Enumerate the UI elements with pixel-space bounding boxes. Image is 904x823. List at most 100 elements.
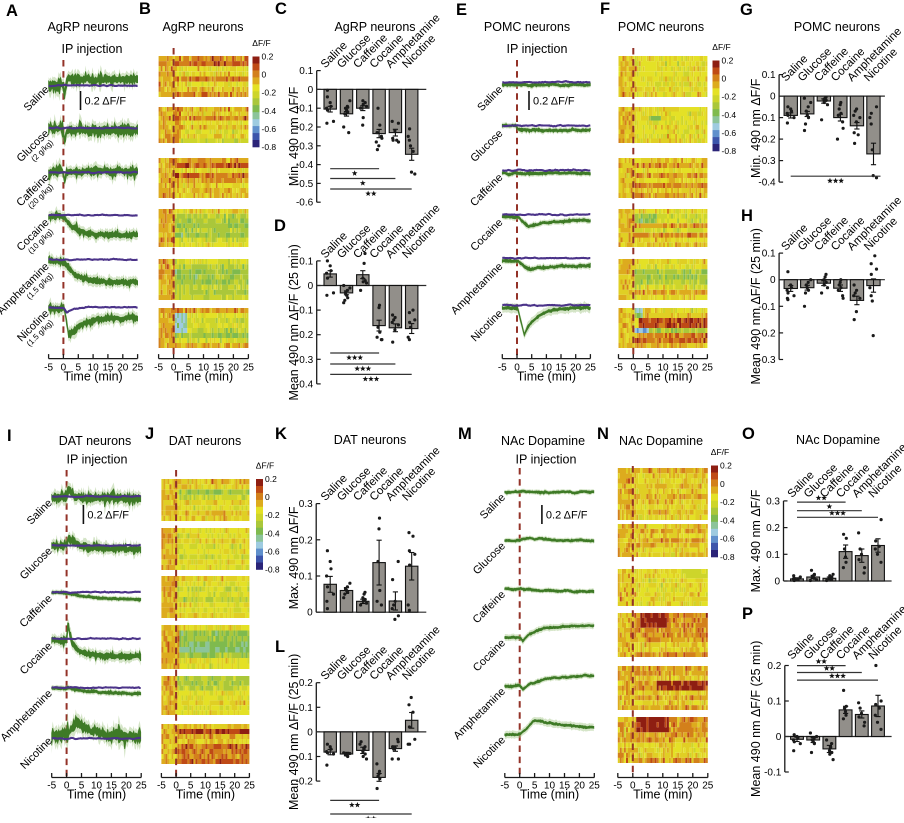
svg-text:0: 0: [171, 363, 177, 374]
svg-text:15: 15: [106, 781, 118, 792]
svg-text:0: 0: [517, 781, 523, 792]
svg-text:-5: -5: [47, 781, 56, 792]
svg-text:Time (min): Time (min): [517, 370, 576, 384]
svg-text:-0.8: -0.8: [262, 142, 277, 152]
svg-text:10: 10: [198, 363, 210, 374]
svg-text:25: 25: [132, 363, 144, 374]
svg-text:-5: -5: [44, 363, 53, 374]
svg-text:0.1: 0.1: [299, 572, 313, 583]
svg-text:Time (min): Time (min): [633, 788, 692, 802]
svg-text:0: 0: [631, 363, 637, 374]
svg-text:15: 15: [672, 781, 684, 792]
svg-text:Max. 490 nm ΔF/F: Max. 490 nm ΔF/F: [749, 489, 763, 592]
svg-text:Max. 490 nm ΔF/F: Max. 490 nm ΔF/F: [287, 506, 301, 609]
svg-text:15: 15: [559, 781, 571, 792]
svg-text:-5: -5: [498, 363, 507, 374]
svg-text:-0.1: -0.1: [758, 113, 776, 124]
svg-text:-0.4: -0.4: [720, 515, 735, 525]
svg-text:-0.3: -0.3: [296, 141, 314, 152]
svg-text:Mean 490 nm ΔF/F (25 min): Mean 490 nm ΔF/F (25 min): [749, 228, 763, 384]
svg-text:0.1: 0.1: [299, 66, 313, 77]
svg-text:-0.4: -0.4: [265, 528, 280, 538]
svg-text:0: 0: [262, 70, 267, 80]
svg-text:-0.8: -0.8: [720, 552, 735, 562]
svg-text:15: 15: [672, 363, 684, 374]
svg-text:N: N: [597, 425, 609, 443]
svg-text:-5: -5: [157, 781, 166, 792]
svg-text:-0.1: -0.1: [296, 104, 314, 115]
svg-text:IP injection: IP injection: [507, 42, 568, 56]
svg-text:0.3: 0.3: [766, 496, 780, 507]
svg-text:-0.3: -0.3: [296, 355, 314, 366]
svg-text:5: 5: [645, 363, 651, 374]
svg-text:25: 25: [585, 363, 597, 374]
svg-text:0.1: 0.1: [762, 70, 776, 81]
svg-text:E: E: [456, 1, 467, 19]
svg-text:0: 0: [776, 732, 782, 743]
svg-text:POMC neurons: POMC neurons: [794, 20, 880, 34]
svg-text:10: 10: [657, 781, 669, 792]
svg-text:Time (min): Time (min): [67, 788, 126, 802]
svg-text:0.2: 0.2: [265, 474, 277, 484]
svg-text:-0.4: -0.4: [262, 106, 277, 116]
svg-text:B: B: [139, 0, 151, 18]
svg-text:-0.6: -0.6: [296, 198, 314, 209]
svg-text:15: 15: [555, 363, 567, 374]
svg-text:5: 5: [76, 363, 82, 374]
svg-text:5: 5: [532, 781, 538, 792]
svg-text:-0.2: -0.2: [265, 510, 280, 520]
svg-text:5: 5: [79, 781, 85, 792]
svg-text:DAT neurons: DAT neurons: [59, 434, 132, 448]
svg-text:0: 0: [770, 275, 776, 286]
svg-text:-0.1: -0.1: [296, 752, 314, 763]
svg-text:DAT neurons: DAT neurons: [169, 434, 242, 448]
svg-text:15: 15: [213, 363, 225, 374]
svg-text:ΔF/F: ΔF/F: [711, 447, 729, 457]
svg-text:0.1: 0.1: [767, 697, 781, 708]
svg-text:10: 10: [544, 781, 556, 792]
svg-text:-0.2: -0.2: [758, 328, 776, 339]
svg-text:NAc Dopamine: NAc Dopamine: [619, 434, 703, 448]
svg-text:25: 25: [702, 781, 714, 792]
svg-text:25: 25: [702, 363, 714, 374]
svg-text:0: 0: [514, 363, 520, 374]
svg-text:15: 15: [215, 781, 227, 792]
svg-text:ΔF/F: ΔF/F: [712, 42, 730, 52]
svg-text:20: 20: [121, 781, 133, 792]
svg-text:-0.4: -0.4: [296, 379, 314, 390]
svg-text:0.2 ΔF/F: 0.2 ΔF/F: [546, 510, 588, 522]
svg-text:IP injection: IP injection: [516, 453, 577, 467]
svg-text:25: 25: [589, 781, 601, 792]
svg-text:O: O: [742, 425, 755, 443]
svg-text:0.2 ΔF/F: 0.2 ΔF/F: [87, 510, 129, 522]
svg-text:-0.5: -0.5: [296, 179, 314, 190]
svg-text:10: 10: [657, 363, 669, 374]
svg-text:10: 10: [541, 363, 553, 374]
svg-text:5: 5: [186, 363, 192, 374]
svg-text:NAc Dopamine: NAc Dopamine: [796, 433, 880, 447]
svg-text:-0.1: -0.1: [296, 306, 314, 317]
svg-text:5: 5: [188, 781, 194, 792]
svg-text:-0.6: -0.6: [265, 546, 280, 556]
svg-text:G: G: [740, 1, 753, 19]
svg-text:J: J: [145, 425, 154, 443]
svg-text:0: 0: [173, 781, 179, 792]
svg-text:0: 0: [774, 577, 780, 588]
svg-text:NAc Dopamine: NAc Dopamine: [501, 434, 585, 448]
svg-text:-0.3: -0.3: [758, 355, 776, 366]
svg-text:-0.2: -0.2: [722, 92, 737, 102]
svg-text:-0.6: -0.6: [262, 124, 277, 134]
svg-text:-0.3: -0.3: [758, 156, 776, 167]
svg-text:-0.6: -0.6: [722, 128, 737, 138]
svg-text:0: 0: [722, 74, 727, 84]
svg-text:0.1: 0.1: [299, 703, 313, 714]
svg-text:10: 10: [88, 363, 100, 374]
svg-text:-0.2: -0.2: [296, 330, 314, 341]
svg-text:0.2: 0.2: [722, 56, 734, 66]
svg-text:25: 25: [244, 781, 256, 792]
svg-text:-0.1: -0.1: [764, 768, 782, 779]
svg-text:20: 20: [570, 363, 582, 374]
svg-text:0.2: 0.2: [299, 678, 313, 689]
svg-text:Time (min): Time (min): [63, 370, 122, 384]
svg-text:F: F: [600, 0, 610, 18]
